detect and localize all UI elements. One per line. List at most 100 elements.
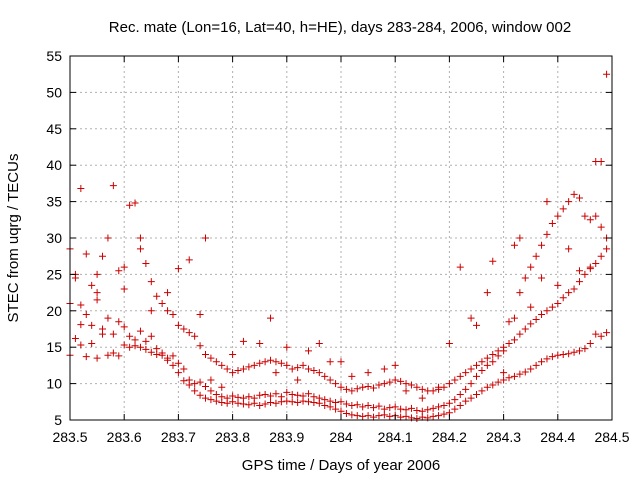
data-point (82, 310, 90, 318)
data-point (456, 401, 464, 409)
data-point (483, 289, 491, 297)
data-point (521, 368, 529, 376)
data-point (202, 383, 209, 391)
data-point (120, 323, 128, 331)
x-tick-label: 284.1 (378, 429, 413, 445)
data-point (218, 383, 226, 391)
data-point (326, 358, 334, 366)
data-point (402, 387, 410, 395)
data-point (429, 404, 437, 412)
data-point (342, 400, 350, 408)
data-point (88, 281, 96, 289)
data-point (510, 372, 518, 380)
data-point (413, 407, 421, 415)
data-point (136, 245, 144, 253)
data-point (559, 350, 567, 358)
data-point (245, 401, 253, 409)
y-tick-label: 30 (46, 230, 62, 246)
data-point (304, 347, 312, 355)
data-point (603, 70, 611, 78)
data-point (538, 358, 546, 366)
data-point (136, 327, 144, 335)
data-point (575, 278, 583, 286)
data-point (359, 412, 367, 420)
data-point (212, 397, 220, 405)
data-point (603, 329, 611, 337)
y-tick-label: 50 (46, 84, 62, 100)
data-point (391, 361, 399, 369)
data-point (164, 354, 172, 362)
data-point (310, 393, 318, 401)
y-tick-label: 35 (46, 194, 62, 210)
data-point (283, 388, 291, 396)
data-point (473, 372, 480, 380)
data-point (597, 332, 605, 340)
data-point (603, 245, 611, 253)
data-point (196, 378, 204, 386)
data-point (559, 205, 567, 213)
data-point (521, 274, 529, 282)
data-point (429, 387, 437, 395)
data-point (218, 361, 226, 369)
data-point (364, 412, 372, 420)
data-point (532, 316, 540, 324)
data-point (294, 399, 302, 407)
x-tick-label: 284 (329, 429, 353, 445)
x-tick-label: 284.2 (432, 429, 467, 445)
data-point (462, 385, 470, 393)
data-point (565, 350, 573, 358)
data-point (554, 351, 562, 359)
data-point (332, 399, 340, 407)
data-point (456, 372, 464, 380)
data-point (538, 310, 546, 318)
data-point (321, 372, 329, 380)
data-point (440, 410, 448, 418)
data-point (445, 399, 453, 407)
data-point (462, 369, 470, 377)
data-point (158, 300, 166, 308)
x-tick-labels: 283.5 283.6 283.7 283.8 283.9 284 284.1 284.2 28… (52, 429, 629, 445)
data-point (174, 265, 182, 273)
data-point (169, 361, 177, 369)
data-point (402, 380, 410, 388)
data-point (554, 212, 562, 220)
data-point (142, 259, 150, 267)
data-point (93, 270, 101, 278)
data-point (185, 256, 193, 264)
data-point (115, 267, 123, 275)
data-point (104, 314, 112, 322)
data-point (364, 383, 372, 391)
y-tick-label: 5 (54, 412, 62, 428)
data-point (120, 263, 128, 271)
y-tick-label: 45 (46, 121, 62, 137)
data-point (136, 234, 144, 242)
data-point (386, 412, 394, 420)
data-point (234, 393, 242, 401)
data-point (272, 399, 280, 407)
data-point (299, 361, 307, 369)
data-point (142, 345, 150, 353)
data-point (245, 363, 253, 371)
data-point (304, 365, 312, 373)
data-point (456, 263, 464, 271)
grid-lines (70, 56, 612, 420)
data-point (467, 394, 475, 402)
data-point (478, 366, 486, 374)
data-point (332, 405, 340, 413)
data-point (505, 374, 513, 382)
data-point (516, 289, 524, 297)
x-tick-label: 284.3 (486, 429, 521, 445)
data-point (483, 383, 491, 391)
data-point (473, 361, 480, 369)
data-point (294, 391, 302, 399)
data-point (185, 329, 193, 337)
data-point (315, 340, 323, 348)
data-point (538, 241, 546, 249)
data-point (131, 336, 139, 344)
data-point (245, 393, 253, 401)
data-point (250, 361, 258, 369)
data-point (375, 412, 383, 420)
data-point (337, 407, 345, 415)
data-point (207, 387, 215, 395)
x-axis-label: GPS time / Days of year 2006 (242, 457, 440, 474)
